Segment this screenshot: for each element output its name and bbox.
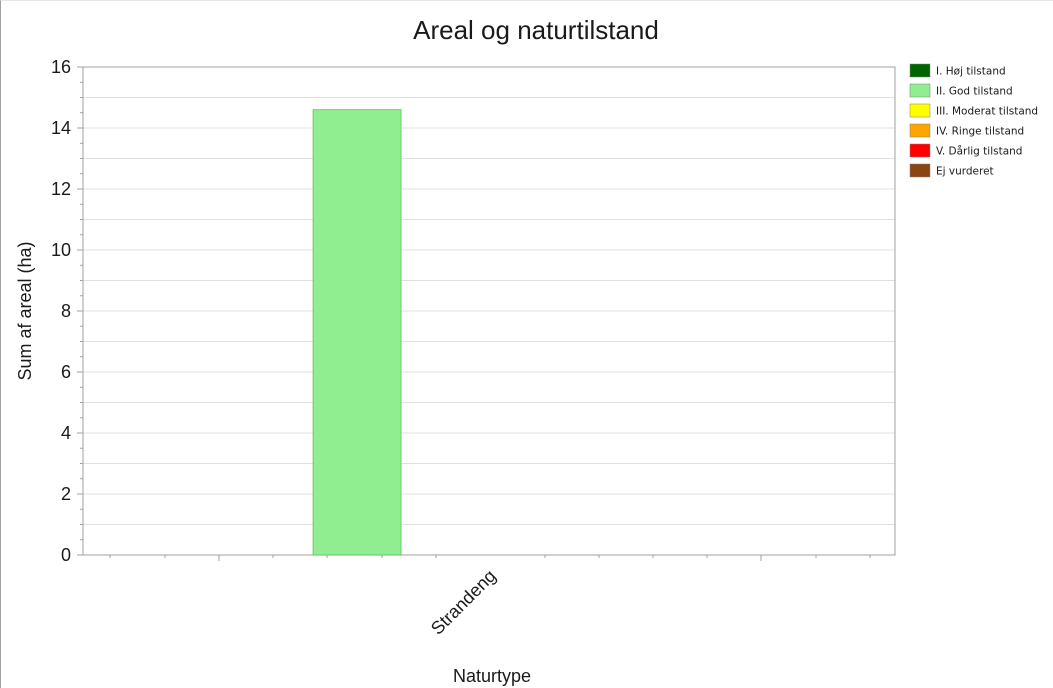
legend-label: I. Høj tilstand [936,66,1006,78]
legend-label: II. God tilstand [936,86,1013,98]
y-tick-label: 12 [51,179,71,199]
x-tick-label: Strandeng [427,566,500,639]
y-tick-label: 4 [61,423,71,443]
legend-swatch [909,163,931,178]
y-tick-label: 16 [51,57,71,77]
x-axis-title: Naturtype [453,666,531,686]
legend-label: III. Moderat tilstand [936,106,1038,118]
legend-swatch [909,143,931,158]
gridlines [83,97,895,525]
y-axis-title: Sum af areal (ha) [15,241,35,380]
y-tick-label: 14 [51,118,71,138]
y-axis: 0 2 4 6 8 10 12 14 16 [51,57,83,565]
legend-label: Ej vurderet [936,166,994,178]
legend-swatch [909,63,931,78]
bar [312,109,402,556]
legend-label: V. Dårlig tilstand [936,145,1022,158]
legend: I. Høj tilstand II. God tilstand III. Mode… [909,63,1038,178]
y-tick-label: 8 [61,301,71,321]
y-tick-label: 0 [61,545,71,565]
legend-swatch [909,123,931,138]
x-axis: Strandeng [109,555,871,639]
y-tick-label: 2 [61,484,71,504]
chart-title: Areal og naturtilstand [413,15,659,45]
legend-swatch [909,103,931,118]
y-tick-label: 6 [61,362,71,382]
legend-swatch [909,83,931,98]
y-tick-label: 10 [51,240,71,260]
legend-label: IV. Ringe tilstand [936,126,1024,138]
bars [312,109,402,556]
